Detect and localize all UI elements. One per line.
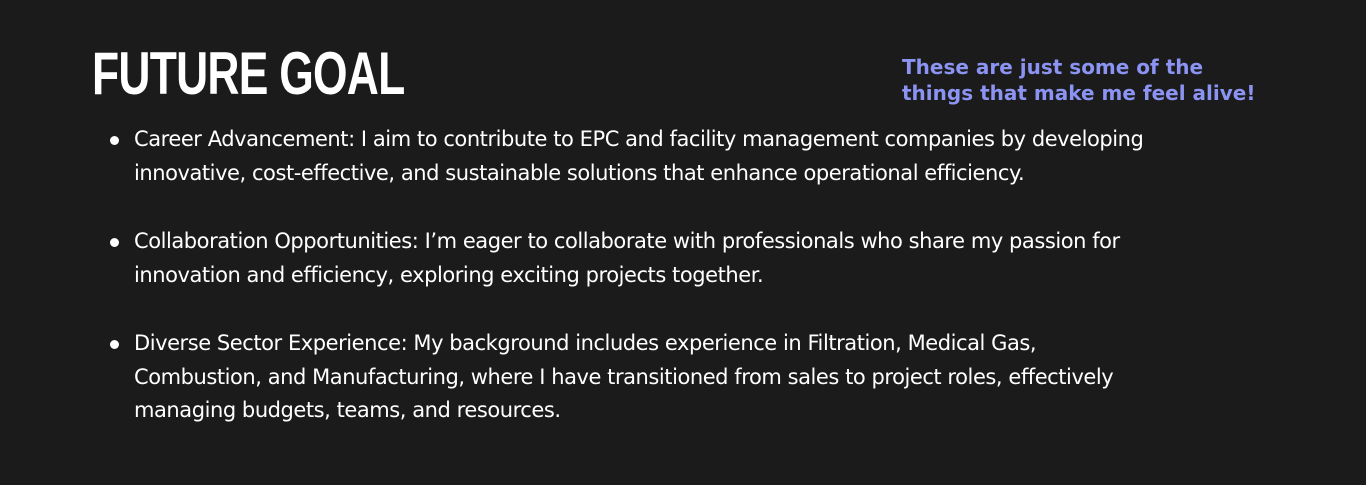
bullet-icon xyxy=(110,340,119,349)
goal-text-line: Diverse Sector Experience: My background… xyxy=(134,331,1037,355)
tagline: These are just some of the things that m… xyxy=(902,54,1342,106)
goal-text-line: innovative, cost-effective, and sustaina… xyxy=(134,160,1025,185)
goal-text-line: managing budgets, teams, and resources. xyxy=(134,398,561,422)
goal-text-line: Collaboration Opportunities: I’m eager t… xyxy=(134,229,1120,253)
goal-diverse-sector-experience: Diverse Sector Experience: My background… xyxy=(110,327,1334,428)
goal-career-advancement: Career Advancement: I aim to contribute … xyxy=(110,123,1334,190)
goal-collaboration-opportunities: Collaboration Opportunities: I’m eager t… xyxy=(110,225,1334,292)
goal-list: Career Advancement: I aim to contribute … xyxy=(110,123,1334,463)
bullet-icon xyxy=(110,136,119,145)
tagline-line: These are just some of the xyxy=(902,55,1204,79)
bullet-icon xyxy=(110,238,119,247)
goal-text-line: Career Advancement: I aim to contribute … xyxy=(134,127,1144,151)
tagline-line: things that make me feel alive! xyxy=(902,81,1256,105)
goal-text-line: innovation and efficiency, exploring exc… xyxy=(134,262,764,287)
page-title: FUTURE GOAL xyxy=(92,40,405,107)
goal-text-line: Combustion, and Manufacturing, where I h… xyxy=(134,364,1114,389)
